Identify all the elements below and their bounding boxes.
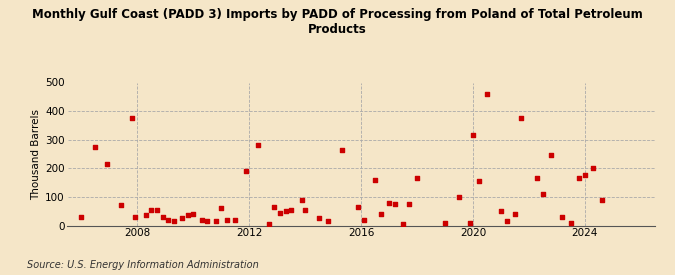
Point — [196, 218, 207, 222]
Point — [241, 169, 252, 173]
Point — [481, 92, 492, 96]
Point — [389, 202, 400, 206]
Point — [403, 202, 414, 206]
Point — [314, 216, 325, 221]
Point — [515, 116, 526, 120]
Point — [221, 218, 232, 222]
Point — [126, 116, 137, 120]
Point — [579, 173, 590, 178]
Point — [537, 192, 548, 196]
Point — [468, 133, 479, 138]
Point — [588, 166, 599, 170]
Text: Source: U.S. Energy Information Administration: Source: U.S. Energy Information Administ… — [27, 260, 259, 270]
Point — [398, 222, 408, 226]
Point — [211, 219, 221, 223]
Point — [216, 206, 227, 211]
Point — [115, 203, 126, 208]
Point — [202, 219, 213, 223]
Point — [90, 145, 101, 149]
Point — [495, 209, 506, 213]
Point — [286, 208, 296, 212]
Point — [370, 178, 381, 182]
Point — [182, 213, 193, 218]
Point — [140, 213, 151, 218]
Point — [596, 197, 607, 202]
Point — [465, 221, 476, 225]
Point — [269, 205, 280, 209]
Point — [177, 216, 188, 221]
Point — [473, 179, 484, 183]
Text: Monthly Gulf Coast (PADD 3) Imports by PADD of Processing from Poland of Total P: Monthly Gulf Coast (PADD 3) Imports by P… — [32, 8, 643, 36]
Point — [322, 219, 333, 223]
Point — [280, 209, 291, 213]
Point — [412, 176, 423, 180]
Point — [163, 218, 173, 222]
Point — [510, 212, 520, 216]
Point — [168, 219, 179, 223]
Point — [101, 162, 112, 166]
Point — [146, 208, 157, 212]
Point — [439, 221, 450, 225]
Point — [300, 208, 310, 212]
Point — [129, 215, 140, 219]
Point — [501, 219, 512, 223]
Point — [336, 147, 347, 152]
Point — [358, 218, 369, 222]
Point — [275, 210, 286, 215]
Y-axis label: Thousand Barrels: Thousand Barrels — [31, 109, 41, 199]
Point — [230, 218, 241, 222]
Point — [383, 200, 394, 205]
Point — [188, 212, 198, 216]
Point — [532, 176, 543, 180]
Point — [252, 143, 263, 148]
Point — [546, 153, 557, 158]
Point — [152, 208, 163, 212]
Point — [353, 205, 364, 209]
Point — [375, 212, 386, 216]
Point — [566, 221, 576, 225]
Point — [574, 176, 585, 180]
Point — [557, 215, 568, 219]
Point — [157, 215, 168, 219]
Point — [76, 215, 87, 219]
Point — [263, 222, 274, 226]
Point — [454, 195, 464, 199]
Point — [297, 197, 308, 202]
